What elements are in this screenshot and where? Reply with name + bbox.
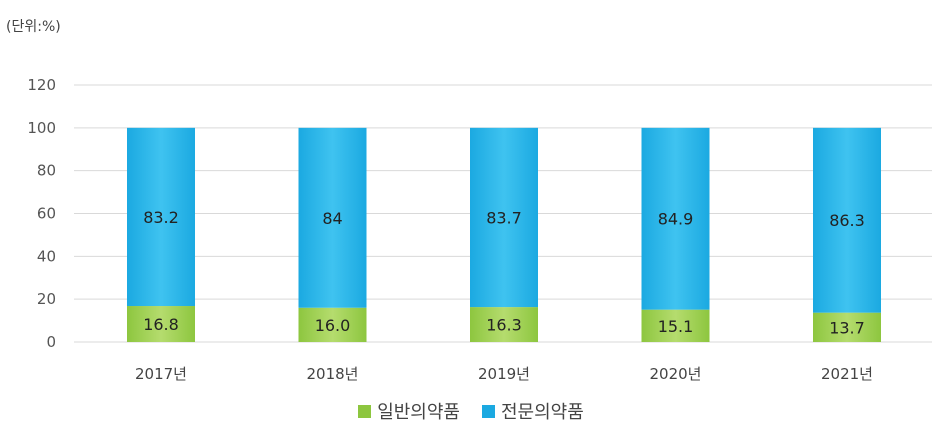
y-tick-label: 40 [37,247,56,265]
data-label: 86.3 [829,211,865,230]
data-label: 15.1 [658,317,694,336]
data-label: 13.7 [829,318,865,337]
y-tick-label: 0 [46,333,56,351]
y-tick-label: 20 [37,290,56,308]
data-label: 16.0 [315,316,351,335]
bar-segment-prescription [641,127,710,310]
y-tick-label: 120 [27,76,56,94]
unit-label: (단위:%) [6,19,61,35]
legend: 일반의약품 전문의약품 [0,398,942,424]
y-tick-label: 100 [27,119,56,137]
data-label: 84 [322,209,342,228]
data-label: 83.2 [143,208,179,227]
x-tick-label: 2018년 [307,365,359,383]
bar-segment-prescription [470,127,538,308]
bar-segment-general [470,307,538,342]
x-tick-label: 2021년 [821,365,873,383]
stacked-bar-chart: 0 20 40 60 80 100 120 16.8 83.2 2017년 16.0 84 2018년… [27,76,932,383]
x-tick-label: 2020년 [650,365,702,383]
bar-segment-general [813,312,881,342]
x-tick-label: 2017년 [135,365,187,383]
legend-swatch [482,404,495,418]
bar-segment-prescription [127,127,195,307]
data-label: 84.9 [658,210,694,229]
bar-segment-general [127,306,195,342]
legend-item: 전문의약품 [482,398,584,424]
bar-segment-prescription [813,127,881,313]
bar-segment-prescription [298,127,367,308]
y-tick-label: 80 [37,162,56,180]
bar-segment-general [641,309,710,342]
data-label: 16.3 [486,316,522,335]
data-label: 16.8 [143,315,179,334]
legend-swatch [358,404,372,418]
legend-label: 전문의약품 [501,402,584,423]
bar-segment-general [298,307,367,342]
legend-item: 일반의약품 [358,398,460,424]
data-label: 83.7 [486,208,522,227]
y-tick-label: 60 [37,205,56,223]
legend-label: 일반의약품 [377,402,460,423]
x-tick-label: 2019년 [478,365,530,383]
